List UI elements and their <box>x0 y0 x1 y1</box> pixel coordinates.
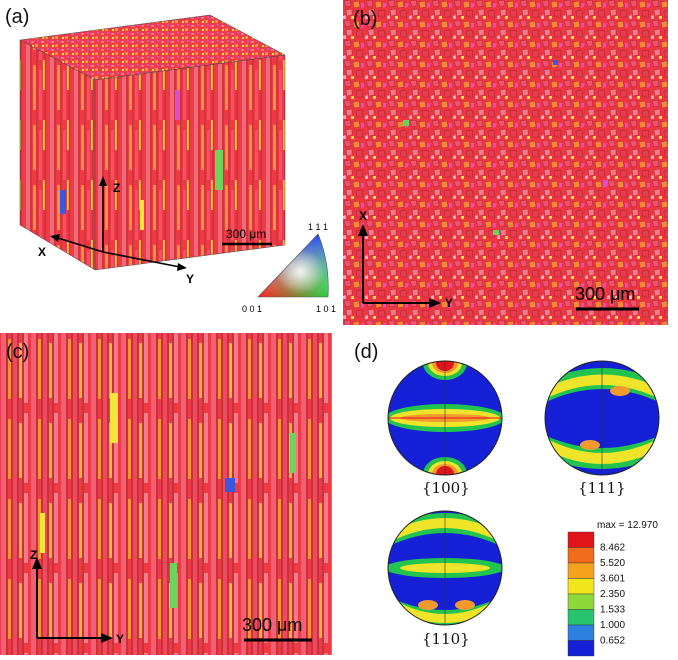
legend-swatch-2 <box>567 562 595 579</box>
panel-d: (d) <box>340 333 678 660</box>
cube-axis-y: Y <box>186 272 194 286</box>
cube-ebsd-map: Z X Y 300 μm <box>19 14 286 286</box>
legend-swatch-0 <box>567 531 595 548</box>
panel-label-a: (a) <box>5 6 30 28</box>
legend-level-4: 1.533 <box>600 605 625 616</box>
ebsd-map-zy: Z Y 300 μm <box>0 333 332 655</box>
legend-level-6: 0.652 <box>600 636 625 647</box>
ipf-label-101: 1 0 1 <box>316 304 336 314</box>
legend-max-label: max = 12.970 <box>597 520 658 531</box>
map-b-axis-horizontal: Y <box>445 296 453 310</box>
ipf-color-key: 1 1 1 0 0 1 1 0 1 <box>242 222 336 314</box>
legend-level-0: 8.462 <box>600 543 625 554</box>
map-b-scale-label: 300 μm <box>575 284 635 304</box>
pole-figure-label-110: {110} <box>422 630 470 648</box>
legend-level-2: 3.601 <box>600 574 625 585</box>
legend-swatch-3 <box>567 578 595 595</box>
panel-b: X Y 300 μm (b) <box>343 0 668 325</box>
pole-figure-111 <box>545 361 659 475</box>
legend-swatch-6 <box>567 624 595 641</box>
legend-swatch-4 <box>567 593 595 610</box>
legend-swatch-5 <box>567 609 595 626</box>
legend-level-1: 5.520 <box>600 558 625 569</box>
panel-c: Z Y 300 μm (c) <box>0 333 332 655</box>
map-c-axis-vertical: Z <box>30 548 37 562</box>
legend-swatch-1 <box>567 547 595 564</box>
panel-label-d: (d) <box>354 341 379 363</box>
pole-figure-100 <box>388 361 502 475</box>
panel-label-c: (c) <box>6 341 30 363</box>
panel-label-b: (b) <box>353 8 378 30</box>
pole-figure-label-111: {111} <box>578 479 626 497</box>
pole-figure-legend: max = 12.970 8.462 5.520 3.601 2.350 1.533 1.… <box>567 520 658 657</box>
pole-figure-label-100: {100} <box>422 479 470 497</box>
legend-level-3: 2.350 <box>600 589 625 600</box>
map-c-scale-label: 300 μm <box>242 615 302 635</box>
panel-a: (a) <box>0 0 340 330</box>
map-b-axis-vertical: X <box>359 209 367 223</box>
map-c-axis-horizontal: Y <box>116 632 124 646</box>
cube-scale-label: 300 μm <box>226 227 266 241</box>
pole-figure-110 <box>388 511 502 625</box>
cube-axis-z: Z <box>113 181 120 195</box>
ipf-label-111: 1 1 1 <box>308 222 328 232</box>
ebsd-map-xy: X Y 300 μm <box>343 0 668 325</box>
ipf-label-001: 0 0 1 <box>242 304 262 314</box>
pole-figures: max = 12.970 8.462 5.520 3.601 2.350 1.533 1.… <box>387 360 660 657</box>
legend-swatch-7 <box>567 640 595 657</box>
cube-axis-x: X <box>38 245 46 259</box>
legend-level-5: 1.000 <box>600 620 625 631</box>
